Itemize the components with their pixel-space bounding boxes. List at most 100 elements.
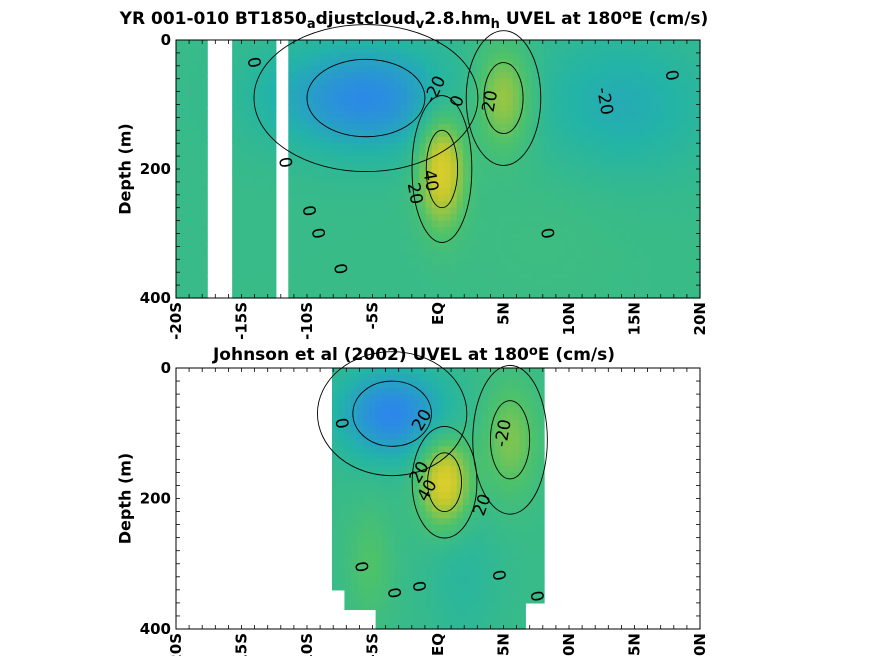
field-cell: [631, 46, 639, 54]
field-cell: [319, 291, 327, 299]
field-cell: [481, 433, 489, 441]
field-cell: [662, 239, 670, 247]
field-cell: [650, 220, 657, 228]
field-cell: [631, 136, 639, 144]
field-cell: [681, 227, 689, 235]
field-cell: [450, 65, 458, 73]
field-cell: [232, 265, 239, 273]
field-cell: [288, 188, 296, 196]
field-cell: [643, 188, 651, 196]
field-cell: [662, 194, 670, 202]
field-cell: [519, 169, 526, 177]
field-cell: [400, 426, 408, 434]
field-cell: [575, 246, 583, 254]
field-cell: [313, 265, 321, 273]
field-cell: [693, 227, 701, 235]
field-cell: [618, 259, 626, 267]
field-cell: [413, 518, 420, 526]
field-cell: [419, 400, 427, 408]
chart-title-part: YR 001-010 BT1850: [119, 9, 307, 29]
field-cell: [556, 246, 564, 254]
field-cell: [469, 110, 477, 118]
field-cell: [587, 252, 595, 260]
field-cell: [494, 181, 501, 189]
field-cell: [612, 220, 620, 228]
field-cell: [494, 72, 501, 80]
contour-label: 0: [298, 204, 320, 218]
field-cell: [475, 40, 483, 48]
field-cell: [500, 162, 508, 170]
field-cell: [300, 78, 308, 86]
field-cell: [519, 65, 526, 73]
field-cell: [550, 188, 558, 196]
field-cell: [363, 465, 370, 474]
field-cell: [263, 78, 271, 86]
field-cell: [313, 78, 321, 86]
field-cell: [481, 110, 489, 118]
field-cell: [438, 252, 445, 260]
field-cell: [481, 550, 489, 558]
field-cell: [388, 478, 395, 487]
field-cell: [569, 91, 576, 99]
field-cell: [531, 259, 539, 267]
field-cell: [550, 40, 558, 48]
field-cell: [388, 46, 395, 54]
x-tick-label: 20N: [691, 302, 709, 335]
field-cell: [425, 169, 433, 177]
field-cell: [450, 518, 458, 526]
field-cell: [675, 194, 682, 202]
field-cell: [344, 452, 352, 460]
field-cell: [450, 465, 458, 474]
field-cell: [381, 374, 389, 382]
field-cell: [519, 46, 526, 54]
field-cell: [413, 465, 420, 474]
field-cell: [375, 227, 383, 235]
field-cell: [431, 259, 439, 267]
field-cell: [257, 78, 264, 86]
field-cell: [419, 194, 427, 202]
field-cell: [344, 149, 352, 157]
field-cell: [200, 239, 208, 247]
field-cell: [606, 130, 614, 138]
field-cell: [307, 65, 314, 73]
field-cell: [263, 181, 271, 189]
field-cell: [356, 188, 364, 196]
field-cell: [400, 615, 408, 624]
field-cell: [406, 233, 414, 241]
field-cell: [338, 149, 346, 157]
field-cell: [494, 40, 501, 48]
field-cell: [500, 413, 508, 421]
field-cell: [650, 233, 657, 241]
field-cell: [331, 537, 339, 545]
field-cell: [456, 381, 464, 389]
field-cell: [356, 498, 364, 506]
field-cell: [363, 596, 370, 604]
field-cell: [263, 52, 271, 60]
field-cell: [593, 188, 601, 196]
field-cell: [431, 40, 439, 48]
field-cell: [656, 201, 664, 209]
field-cell: [269, 246, 277, 254]
field-cell: [400, 220, 408, 228]
field-cell: [356, 465, 364, 474]
field-cell: [244, 162, 252, 170]
field-cell: [550, 272, 558, 280]
field-cell: [344, 478, 352, 487]
field-cell: [469, 374, 477, 382]
field-cell: [631, 98, 639, 106]
field-cell: [375, 498, 383, 506]
field-cell: [625, 227, 632, 235]
field-cell: [562, 98, 570, 106]
field-cell: [631, 130, 639, 138]
field-cell: [250, 194, 258, 202]
field-cell: [182, 149, 190, 157]
field-cell: [675, 143, 682, 151]
field-cell: [519, 207, 526, 215]
field-cell: [369, 426, 377, 434]
field-cell: [512, 446, 520, 454]
field-cell: [656, 40, 664, 48]
field-cell: [562, 227, 570, 235]
field-cell: [350, 188, 358, 196]
field-cell: [294, 40, 302, 48]
field-cell: [400, 446, 408, 454]
